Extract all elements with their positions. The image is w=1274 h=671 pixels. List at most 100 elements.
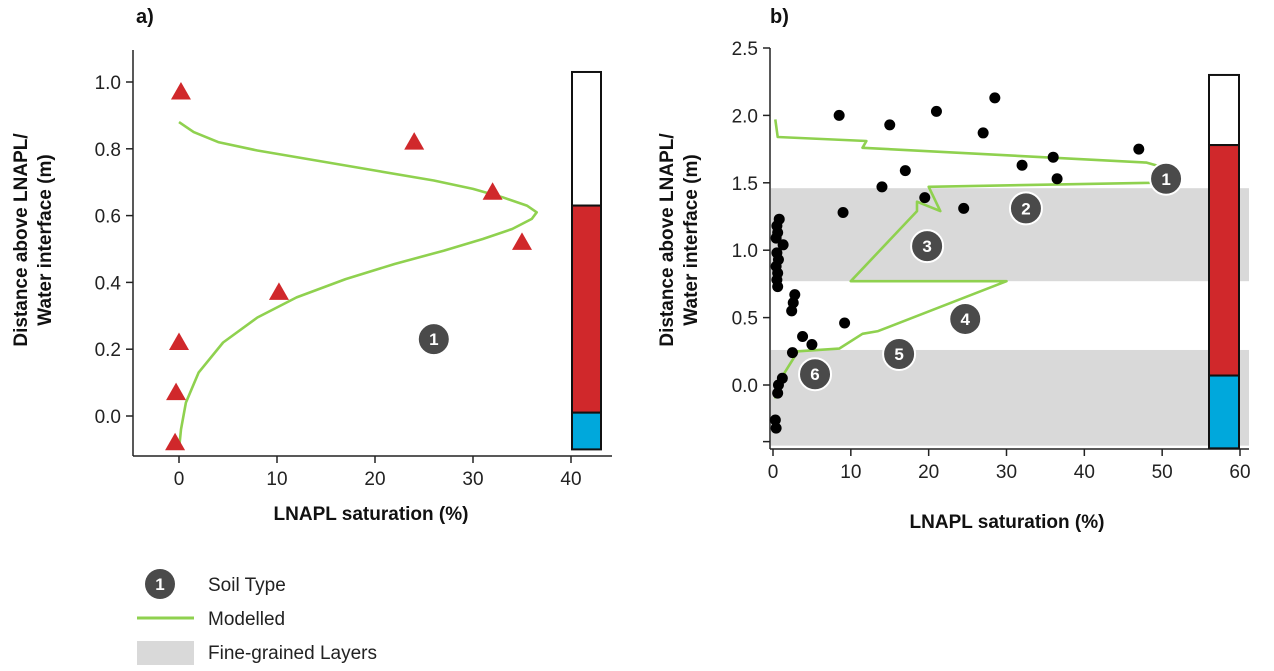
- undefined-soil-badge-6: [798, 357, 833, 392]
- undefined-y-tick-label-5: 1.0: [95, 73, 121, 94]
- undefined-y-tick-label-2: 1.0: [732, 241, 758, 262]
- panel-b-plot-area: 0.0 0.5 1.0 1.5 2.0 2.5 0 10 20 30 40 50 60 1 2 3 4 5 6: [732, 39, 1251, 483]
- undefined-measured-point-18: [770, 232, 782, 244]
- undefined-measured-point-6: [169, 332, 189, 351]
- undefined-soil-badge-2: [1008, 191, 1043, 226]
- undefined-fine-grained-band-1: [771, 188, 1249, 282]
- undefined-y-tick-label-3: 1.5: [732, 174, 758, 195]
- undefined-y-tick-label-0: 0.0: [95, 407, 121, 428]
- undefined-soil-badge-number-5: 5: [894, 345, 903, 364]
- undefined-y-tick-label-4: 2.0: [732, 106, 758, 127]
- undefined-soil-badge-5: [882, 336, 917, 371]
- legend-modelled-label: Modelled: [208, 609, 285, 630]
- undefined-x-tick-label-2: 20: [364, 469, 385, 490]
- undefined-x-tick-label-0: 0: [174, 469, 185, 490]
- panel-a: a) Distance above LNAPL/ Water interface…: [11, 6, 612, 525]
- undefined-soil-badge-number-3: 3: [922, 237, 931, 256]
- undefined-measured-point-7: [1047, 151, 1059, 163]
- undefined-measured-point-12: [919, 192, 931, 204]
- undefined-x-tick-label-3: 30: [462, 469, 483, 490]
- legend-soil-type-label: Soil Type: [208, 575, 286, 596]
- undefined-x-tick-label-1: 10: [266, 469, 287, 490]
- panel-a-label: a): [136, 6, 154, 28]
- undefined-measured-point-8: [165, 432, 186, 451]
- undefined-measured-point-8: [1016, 159, 1028, 171]
- undefined-measured-point-32: [786, 347, 798, 359]
- undefined-soil-bar-segment-blue: [1208, 374, 1240, 450]
- undefined-measured-point-3: [482, 182, 503, 200]
- legend-soil-badge: [145, 569, 175, 599]
- undefined-x-tick-label-0: 0: [768, 462, 779, 483]
- panel-a-plot-area: 0.0 0.2 0.4 0.6 0.8 1.0 0 10 20 30 40 1: [95, 50, 612, 490]
- undefined-soil-badge-number-6: 6: [810, 365, 819, 384]
- undefined-x-tick-label-2: 20: [918, 462, 939, 483]
- panel-b-ylabel-line1: Distance above LNAPL/: [657, 133, 678, 347]
- undefined-modelled-line: [177, 121, 538, 450]
- undefined-modelled-line: [774, 119, 1172, 399]
- undefined-measured-point-35: [772, 387, 784, 399]
- legend-fine-grained-label: Fine-grained Layers: [208, 643, 377, 664]
- undefined-y-tick-label-0: 0.0: [732, 376, 758, 397]
- undefined-measured-point-13: [958, 202, 970, 214]
- undefined-measured-point-37: [770, 422, 782, 434]
- undefined-x-tick-label-1: 10: [840, 462, 861, 483]
- undefined-soil-bar-segment-blue: [571, 411, 602, 451]
- legend-modelled: Modelled: [137, 609, 285, 630]
- legend-fine-grained-swatch: [137, 641, 194, 665]
- undefined-measured-point-1: [170, 82, 191, 100]
- undefined-measured-point-14: [837, 206, 849, 218]
- undefined-soil-badge-number-1: 1: [429, 330, 438, 349]
- undefined-measured-point-4: [989, 92, 1001, 104]
- undefined-measured-point-10: [1051, 173, 1063, 185]
- undefined-measured-point-34: [772, 379, 784, 391]
- undefined-measured-point-2: [404, 132, 425, 150]
- undefined-measured-point-2: [884, 119, 896, 131]
- undefined-soil-badge-number-2: 2: [1021, 199, 1030, 218]
- undefined-fine-grained-band-2: [771, 349, 1249, 446]
- undefined-measured-point-31: [806, 339, 818, 351]
- undefined-y-tick-label-1: 0.2: [95, 340, 121, 361]
- panel-a-x-axis-label: LNAPL saturation (%): [274, 504, 469, 525]
- panel-a-ylabel-line1: Distance above LNAPL/: [11, 133, 32, 347]
- undefined-y-tick-label-2: 0.4: [95, 273, 122, 294]
- undefined-measured-point-29: [839, 317, 851, 329]
- undefined-soil-badge-number-4: 4: [961, 310, 971, 329]
- panel-a-ylabel-line2: Water interface (m): [35, 154, 56, 325]
- undefined-y-tick-label-3: 0.6: [95, 207, 121, 228]
- legend-soil-badge-number: 1: [155, 575, 164, 594]
- panel-b: b) Distance above LNAPL/ Water interface…: [657, 6, 1251, 533]
- legend-fine-grained: Fine-grained Layers: [137, 641, 377, 665]
- undefined-measured-point-6: [1133, 143, 1145, 155]
- undefined-measured-point-19: [777, 239, 789, 251]
- undefined-soil-badge-1: [416, 322, 451, 357]
- legend: 1 Soil Type Modelled Fine-grained Layers: [137, 569, 377, 665]
- legend-soil-type: 1 Soil Type: [145, 569, 286, 599]
- undefined-x-tick-label-4: 40: [1074, 462, 1095, 483]
- undefined-x-tick-label-5: 50: [1152, 462, 1173, 483]
- undefined-measured-point-9: [899, 165, 911, 177]
- undefined-y-tick-label-1: 0.5: [732, 309, 758, 330]
- panel-b-label: b): [770, 6, 789, 28]
- undefined-measured-point-5: [268, 282, 289, 300]
- undefined-measured-point-25: [772, 281, 784, 293]
- undefined-measured-point-7: [166, 382, 187, 401]
- undefined-soil-bar-segment-red: [571, 204, 602, 414]
- panel-a-y-axis-label: Distance above LNAPL/ Water interface (m…: [11, 133, 56, 347]
- undefined-soil-badge-1: [1149, 161, 1184, 196]
- panel-b-y-axis-label: Distance above LNAPL/ Water interface (m…: [657, 133, 702, 347]
- undefined-y-tick-label-5: 2.5: [732, 39, 758, 60]
- undefined-soil-badge-4: [948, 301, 983, 336]
- undefined-soil-badge-number-1: 1: [1161, 170, 1170, 189]
- undefined-x-tick-label-6: 60: [1229, 462, 1250, 483]
- undefined-soil-badge-3: [910, 229, 945, 264]
- undefined-soil-bar-segment-red: [1208, 144, 1240, 377]
- undefined-soil-bar-segment-white: [571, 70, 602, 207]
- undefined-measured-point-11: [876, 181, 888, 193]
- undefined-measured-point-28: [786, 305, 798, 317]
- undefined-measured-point-1: [833, 109, 845, 121]
- panel-b-x-axis-label: LNAPL saturation (%): [910, 512, 1105, 533]
- panel-b-ylabel-line2: Water interface (m): [681, 154, 702, 325]
- undefined-measured-point-5: [977, 127, 989, 139]
- undefined-measured-point-36: [769, 414, 781, 426]
